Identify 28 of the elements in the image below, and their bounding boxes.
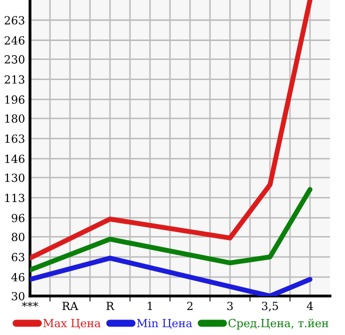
y-tick-label: 246 <box>4 36 24 45</box>
y-tick-label: 230 <box>4 55 24 64</box>
x-tick-label: 1 <box>148 302 152 310</box>
y-tick-label: 213 <box>4 75 24 84</box>
y-tick-label: 96 <box>12 214 24 222</box>
x-tick-label: R <box>106 302 114 310</box>
line-series <box>30 187 312 272</box>
y-tick-label: 163 <box>5 134 24 143</box>
x-tick-label: *** <box>22 302 38 307</box>
y-tick-label: 63 <box>12 252 24 262</box>
y-tick-label: 113 <box>5 194 24 202</box>
legend-label: Max Цена <box>43 319 101 329</box>
x-tick-label: RA <box>62 302 78 310</box>
y-tick-label: 30 <box>12 292 24 300</box>
y-tick-label: 196 <box>5 95 24 104</box>
line-series <box>30 0 312 261</box>
x-tick-label: 2 <box>187 302 192 310</box>
y-tick-label: 80 <box>12 232 24 242</box>
legend-label: Min Цена <box>136 318 192 329</box>
legend-label: Сред.Цена, т.йен <box>228 318 328 330</box>
y-tick-label: 146 <box>5 154 24 164</box>
x-tick-label: 3 <box>227 302 233 310</box>
y-tick-label: 46 <box>11 273 24 282</box>
y-tick-label: 180 <box>5 114 24 123</box>
x-tick-label: 3,5 <box>262 302 278 312</box>
y-tick-label: 130 <box>5 174 24 182</box>
y-tick-label: 263 <box>4 16 24 25</box>
x-tick-label: 4 <box>306 302 313 310</box>
